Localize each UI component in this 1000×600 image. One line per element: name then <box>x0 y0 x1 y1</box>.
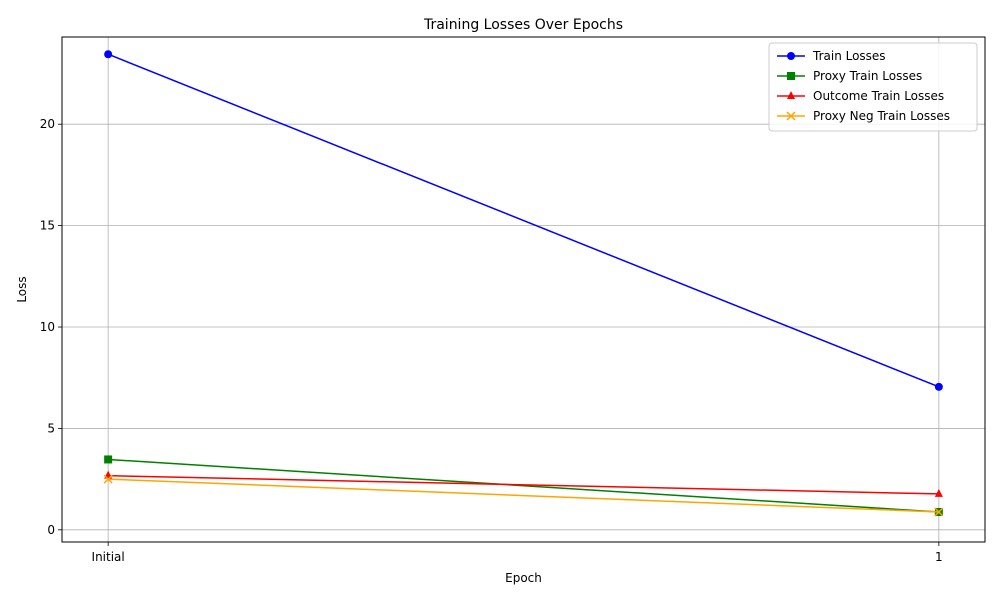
data-point <box>104 50 113 59</box>
legend-label: Outcome Train Losses <box>813 89 944 103</box>
legend-label: Proxy Train Losses <box>813 69 922 83</box>
series-layer <box>103 50 944 517</box>
legend-label: Proxy Neg Train Losses <box>813 109 950 123</box>
legend: Train Losses Proxy Train Losses Outcome Tr… <box>768 42 978 132</box>
legend-box <box>768 42 978 132</box>
series-3 <box>103 474 944 517</box>
y-axis-label: Loss <box>15 276 29 302</box>
legend-label: Train Losses <box>812 49 886 63</box>
legend-item: Train Losses <box>777 49 886 63</box>
x-tick-label: Initial <box>92 550 125 564</box>
data-point <box>104 455 113 464</box>
data-point <box>934 488 943 497</box>
y-tick-label: 15 <box>40 219 55 233</box>
legend-item: Proxy Train Losses <box>777 69 922 83</box>
legend-swatch-marker <box>787 91 795 99</box>
series-line <box>107 53 940 388</box>
data-point <box>103 474 113 484</box>
axes-layer: 0 5 10 15 20 Initial 1 <box>40 117 943 564</box>
legend-item: Outcome Train Losses <box>777 89 944 103</box>
data-point <box>934 382 943 391</box>
legend-item: Proxy Neg Train Losses <box>777 109 950 123</box>
legend-swatch-marker <box>786 111 796 121</box>
y-tick-label: 20 <box>40 117 55 131</box>
series-line <box>108 458 939 513</box>
legend-swatch-marker <box>787 72 795 80</box>
series-line <box>108 478 939 513</box>
data-point <box>934 507 944 517</box>
legend-swatch-marker <box>787 52 795 60</box>
plot-frame <box>61 36 986 543</box>
y-tick-label: 0 <box>47 523 55 537</box>
y-tick-label: 5 <box>47 421 55 435</box>
series-line <box>108 474 939 495</box>
series-0 <box>104 50 943 391</box>
grid-layer <box>62 37 985 542</box>
x-tick-label: 1 <box>935 550 943 564</box>
y-tick-label: 10 <box>40 320 55 334</box>
x-axis-label: Epoch <box>505 571 542 585</box>
chart-title: Training Losses Over Epochs <box>423 17 623 33</box>
